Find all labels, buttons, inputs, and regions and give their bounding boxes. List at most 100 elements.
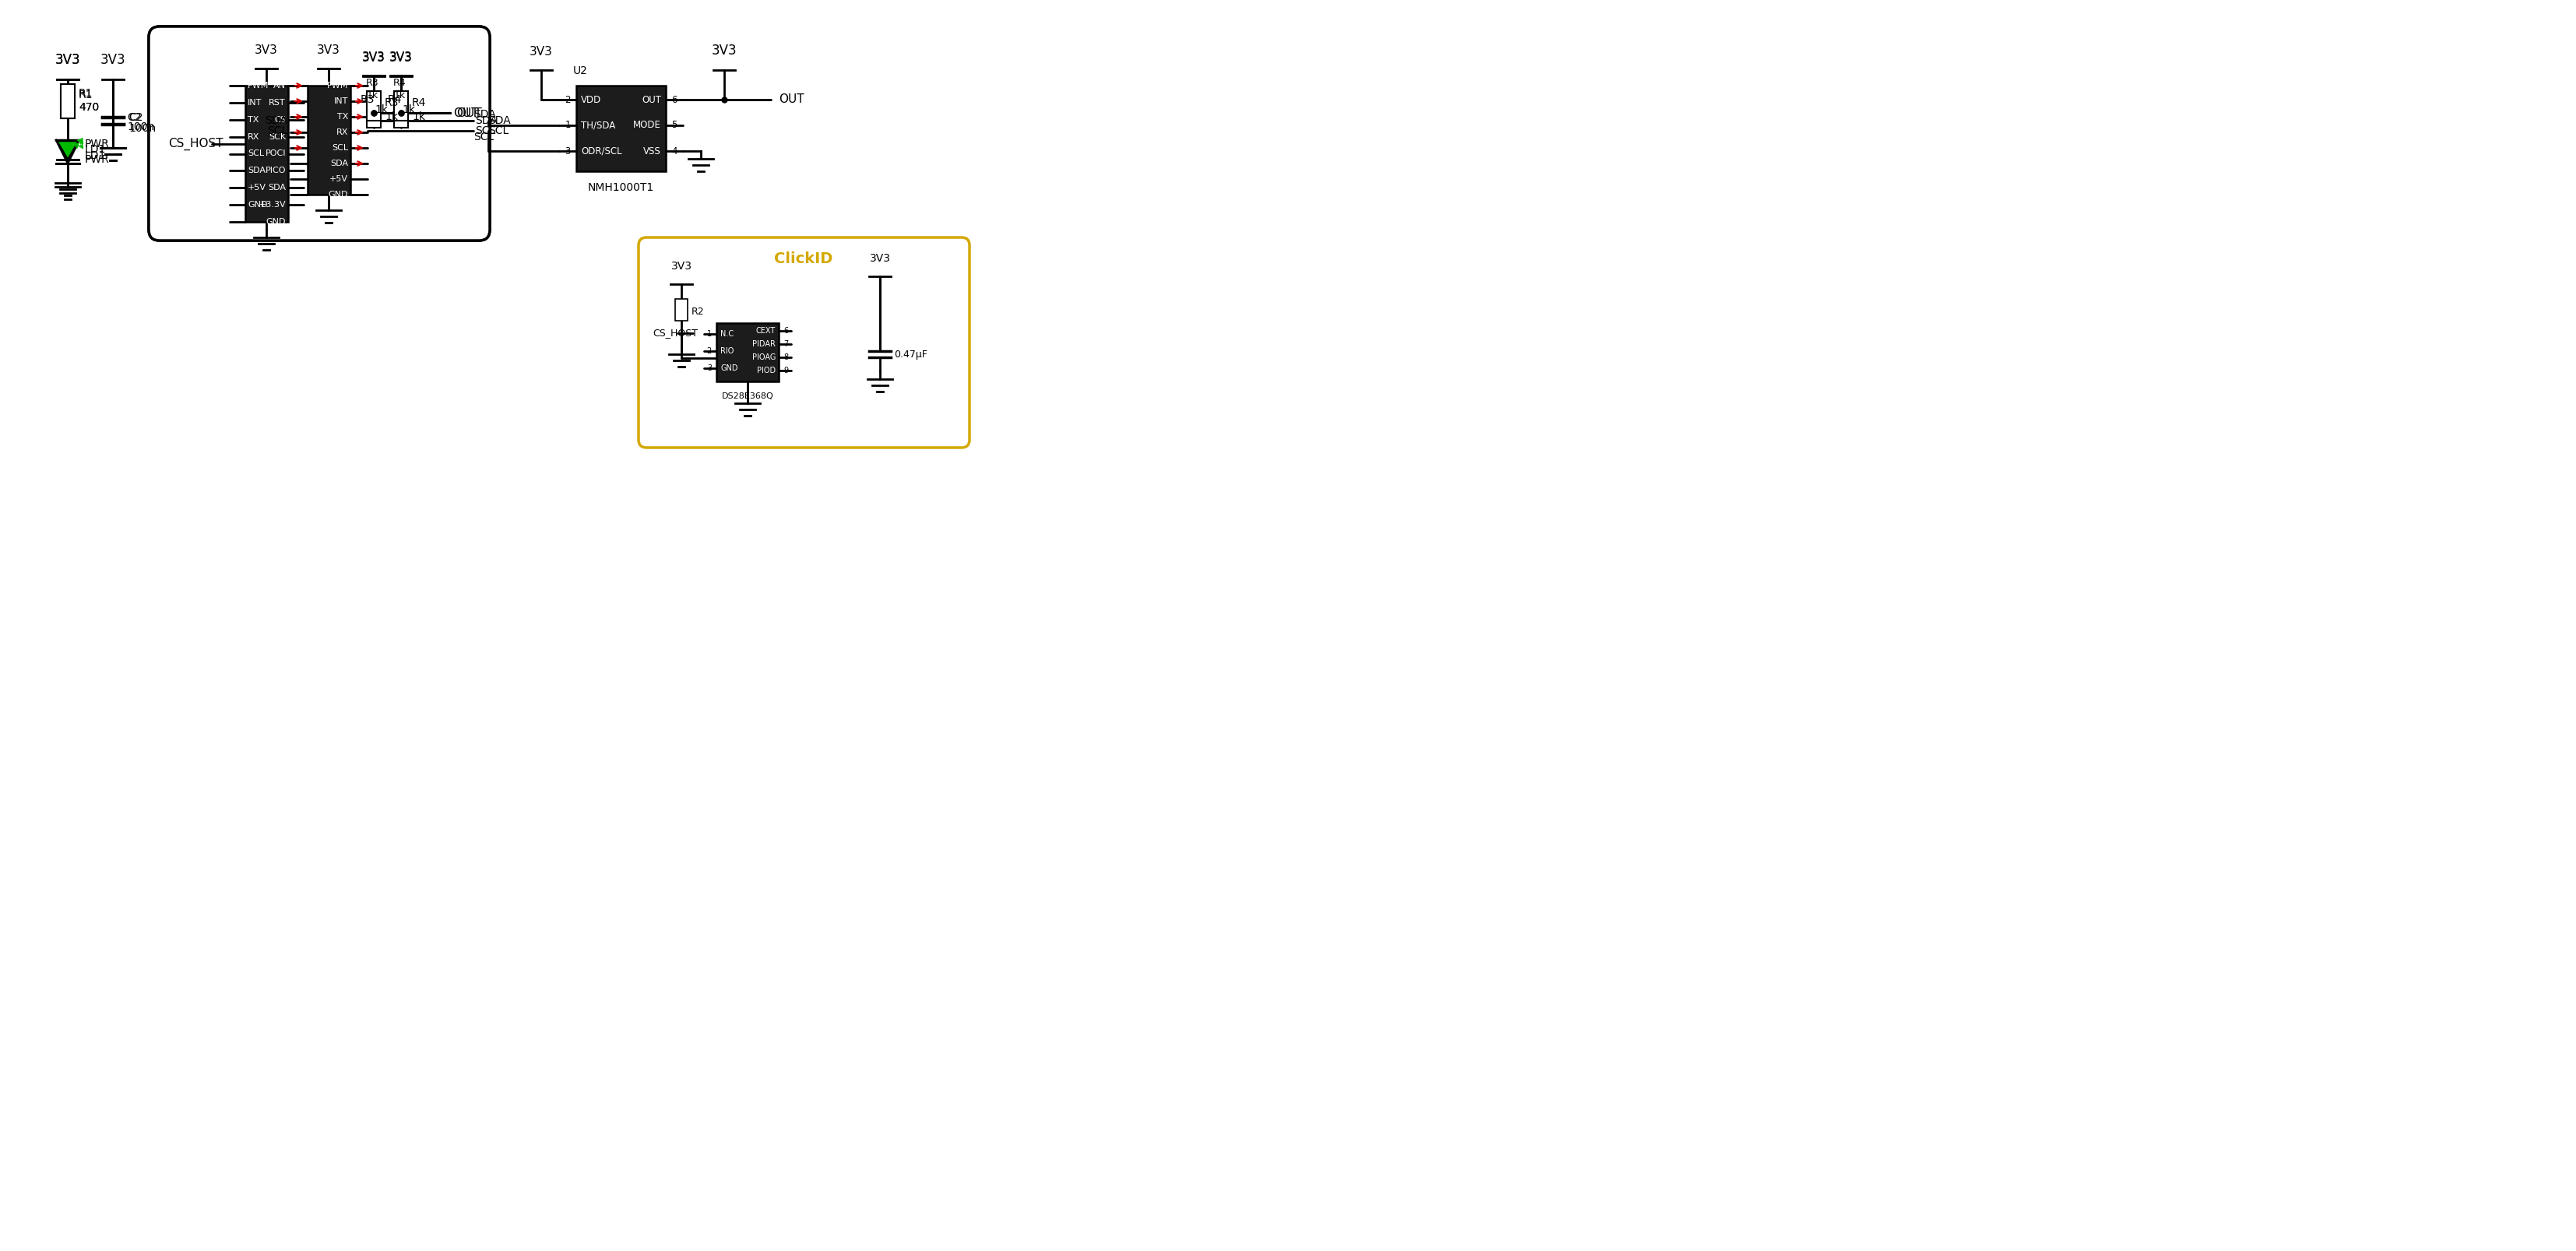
Text: GND: GND	[721, 364, 737, 372]
Text: N.C: N.C	[721, 330, 734, 338]
Text: 2: 2	[706, 348, 711, 355]
Text: OUT: OUT	[456, 108, 482, 119]
Text: 0.47μF: 0.47μF	[894, 349, 927, 359]
Text: 3: 3	[564, 146, 572, 156]
Text: 3V3: 3V3	[389, 53, 412, 64]
Text: RX: RX	[335, 129, 348, 136]
Bar	[62, 84, 75, 119]
Text: 3V3: 3V3	[317, 44, 340, 56]
Text: R4: R4	[386, 94, 402, 105]
Text: INT: INT	[247, 99, 263, 106]
Text: TX: TX	[247, 116, 258, 124]
Text: ODR/SCL: ODR/SCL	[582, 146, 621, 156]
Text: 3V3: 3V3	[54, 53, 80, 68]
Text: R3: R3	[384, 98, 399, 108]
Polygon shape	[57, 141, 80, 160]
Text: 1k: 1k	[366, 90, 379, 101]
Text: 1: 1	[564, 120, 572, 130]
Text: 9: 9	[783, 367, 788, 374]
Bar	[366, 91, 381, 120]
Text: SCL: SCL	[247, 150, 265, 158]
Text: 7: 7	[783, 340, 788, 348]
FancyBboxPatch shape	[639, 238, 969, 448]
Text: 3V3: 3V3	[255, 44, 278, 56]
Text: ClickID: ClickID	[775, 251, 832, 266]
Text: RX: RX	[247, 133, 260, 140]
Text: SCL: SCL	[474, 125, 495, 136]
Text: R3: R3	[361, 94, 374, 105]
Text: R4: R4	[412, 98, 425, 108]
Text: AN: AN	[273, 81, 286, 90]
Text: RST: RST	[268, 99, 286, 106]
Text: OUT: OUT	[778, 94, 804, 105]
Text: 3V3: 3V3	[871, 253, 891, 264]
Text: SDA: SDA	[474, 115, 497, 126]
Text: 3V3: 3V3	[389, 51, 412, 63]
Text: GND: GND	[327, 190, 348, 199]
Text: CS_HOST: CS_HOST	[652, 328, 698, 338]
Text: 4: 4	[672, 146, 677, 156]
Text: +3.3V: +3.3V	[258, 201, 286, 209]
Text: R2: R2	[690, 306, 703, 317]
Text: R4: R4	[394, 79, 407, 89]
Text: SCL: SCL	[332, 144, 348, 151]
Text: SDA: SDA	[247, 166, 265, 175]
Bar	[366, 94, 381, 128]
Text: 1k: 1k	[384, 111, 397, 123]
Text: SCK: SCK	[268, 133, 286, 140]
Text: LD1: LD1	[85, 144, 106, 155]
Text: VSS: VSS	[644, 146, 662, 156]
Text: CS_HOST: CS_HOST	[167, 138, 224, 150]
Text: MODE: MODE	[634, 120, 662, 130]
Text: PIDAR: PIDAR	[752, 340, 775, 348]
Text: U2: U2	[572, 65, 587, 76]
Text: DS28E368Q: DS28E368Q	[721, 393, 773, 400]
Text: 100n: 100n	[129, 123, 155, 134]
Text: 2: 2	[564, 95, 572, 105]
Text: 1: 1	[706, 330, 711, 338]
FancyBboxPatch shape	[149, 26, 489, 240]
Text: 470: 470	[80, 103, 98, 113]
Text: 8: 8	[783, 354, 788, 362]
Text: VDD: VDD	[582, 95, 600, 105]
Text: INT: INT	[335, 98, 348, 105]
Text: PWR: PWR	[85, 154, 111, 165]
Text: 1k: 1k	[394, 90, 404, 101]
Text: C2: C2	[126, 113, 142, 123]
Text: TX: TX	[337, 113, 348, 120]
Bar	[245, 85, 289, 221]
Text: SDA: SDA	[268, 184, 286, 191]
Text: PIOAG: PIOAG	[752, 354, 775, 362]
Text: 3: 3	[706, 364, 711, 372]
Bar	[394, 91, 407, 120]
Text: CEXT: CEXT	[755, 327, 775, 335]
Text: PICO: PICO	[265, 166, 286, 175]
Text: 6: 6	[783, 327, 788, 335]
Text: 3V3: 3V3	[363, 51, 386, 63]
Text: 3V3: 3V3	[54, 53, 80, 68]
Text: C2: C2	[129, 113, 142, 123]
Text: PWR: PWR	[85, 139, 111, 149]
Text: POCI: POCI	[265, 150, 286, 158]
Text: 1k: 1k	[376, 104, 389, 115]
Text: 1k: 1k	[412, 111, 425, 123]
Bar	[62, 84, 75, 119]
Bar	[716, 323, 778, 382]
Text: 5: 5	[672, 120, 677, 130]
Text: 3V3: 3V3	[531, 46, 554, 58]
Bar	[675, 299, 688, 320]
Text: 3V3: 3V3	[100, 53, 126, 68]
Text: NMH1000T1: NMH1000T1	[587, 183, 654, 193]
Text: 6: 6	[672, 95, 677, 105]
Text: SDA: SDA	[474, 109, 495, 120]
Text: 3V3: 3V3	[711, 44, 737, 58]
Text: 3V3: 3V3	[670, 260, 693, 271]
Text: GND: GND	[265, 218, 286, 225]
Text: SCL: SCL	[268, 125, 289, 136]
Text: 470: 470	[80, 103, 98, 113]
Text: SDA: SDA	[330, 160, 348, 168]
FancyBboxPatch shape	[149, 26, 489, 240]
Text: +5V: +5V	[330, 175, 348, 183]
Text: PWM: PWM	[327, 81, 348, 90]
Text: R1: R1	[80, 88, 93, 99]
